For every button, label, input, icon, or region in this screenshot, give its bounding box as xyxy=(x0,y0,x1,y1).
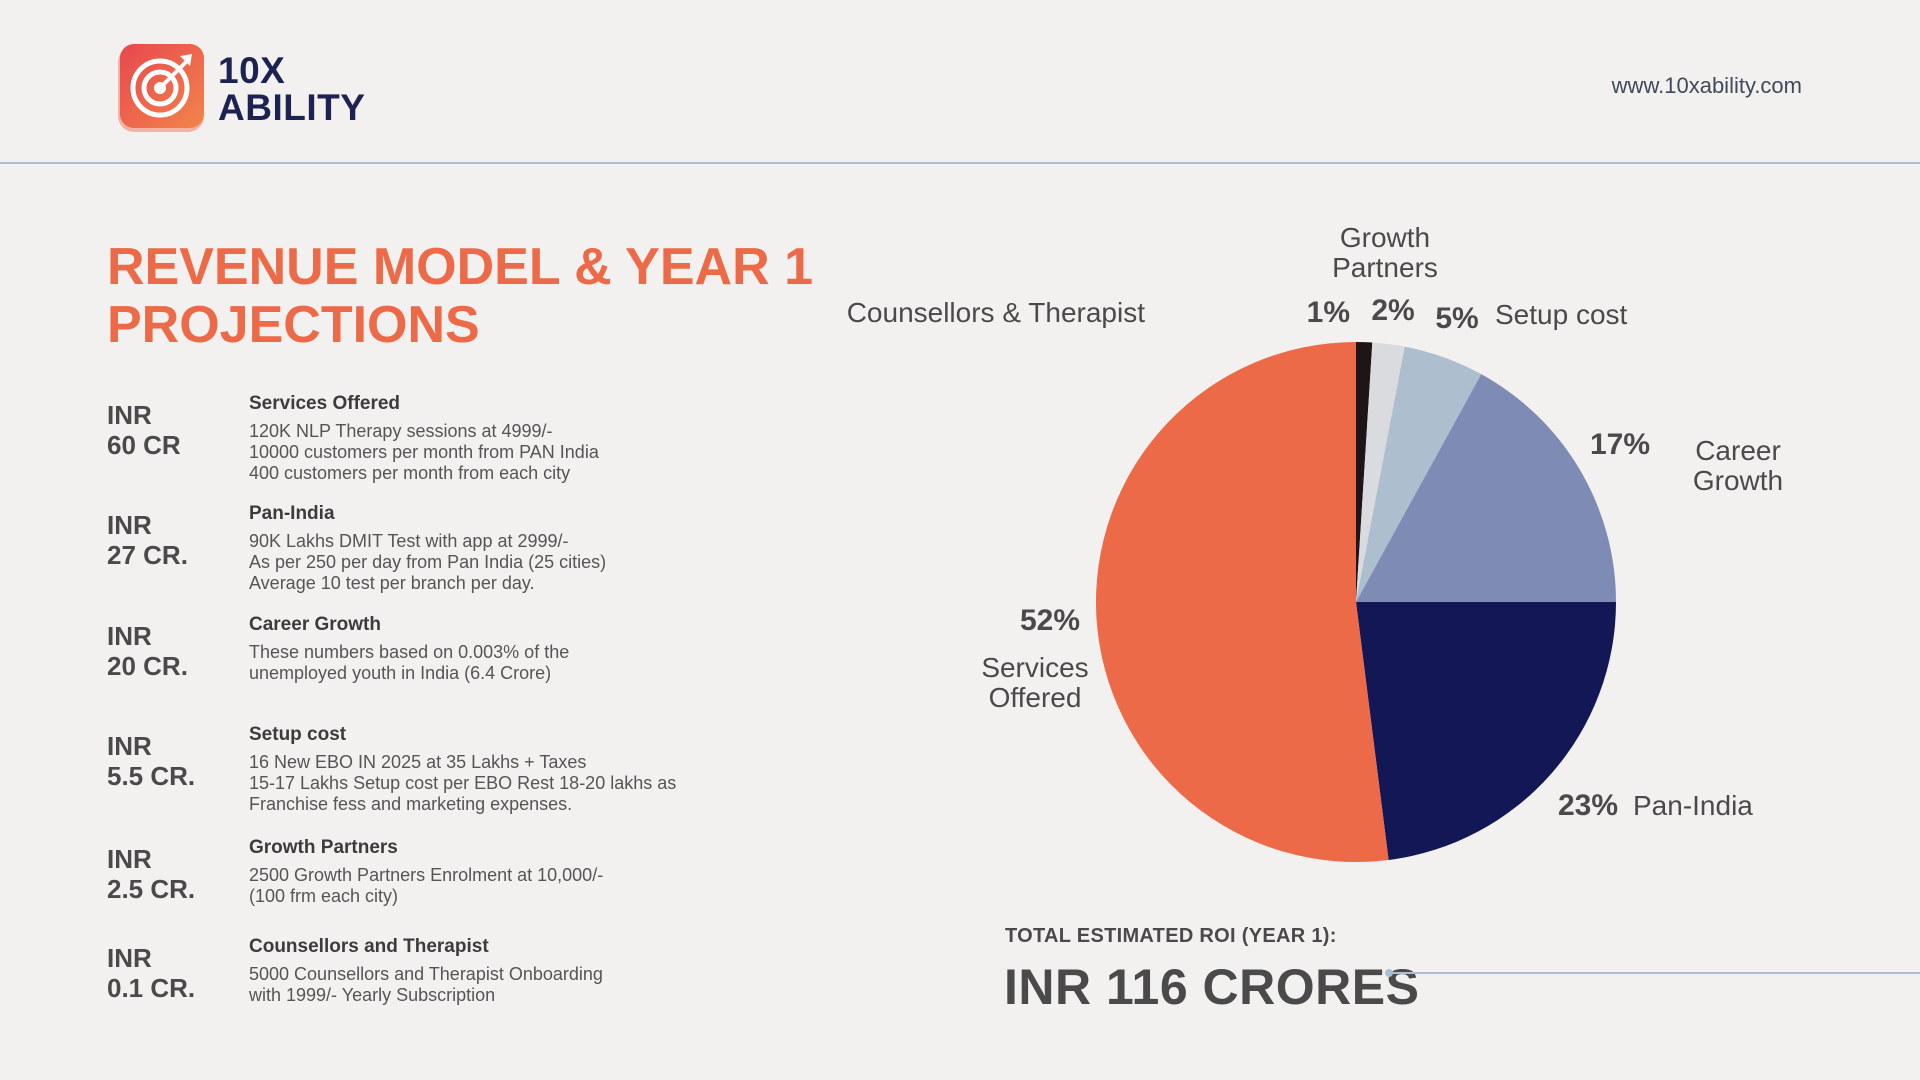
logo-target-icon xyxy=(118,44,204,132)
revenue-amount: INR 5.5 CR. xyxy=(107,731,196,791)
brand-line-1: 10X xyxy=(218,50,286,91)
revenue-amount: INR 2.5 CR. xyxy=(107,844,196,904)
pie-percent-label: 5% xyxy=(1435,302,1478,335)
revenue-description: These numbers based on 0.003% of the unem… xyxy=(249,642,570,683)
pie-slice-services-offered xyxy=(1096,342,1389,862)
pie-category-label: Setup cost xyxy=(1495,299,1628,330)
revenue-category: Career Growth xyxy=(249,614,381,635)
revenue-amount: INR 27 CR. xyxy=(107,510,188,570)
pie-category-label: Partners xyxy=(1332,252,1438,283)
revenue-amount: INR 20 CR. xyxy=(107,621,188,681)
pie-category-label: Counsellors & Therapist xyxy=(847,297,1146,328)
pie-slice-growth-partners xyxy=(1356,342,1405,602)
revenue-description: 16 New EBO IN 2025 at 35 Lakhs + Taxes 15… xyxy=(249,752,677,814)
website-link[interactable]: www.10xability.com xyxy=(1611,73,1802,98)
pie-percent-label: 52% xyxy=(1020,604,1080,637)
pie-category-label: Services xyxy=(981,652,1088,683)
pie-percent-label: 1% xyxy=(1307,296,1350,329)
roi-label: TOTAL ESTIMATED ROI (YEAR 1): xyxy=(1005,925,1337,947)
pie-category-label: Career xyxy=(1695,435,1781,466)
brand-name: 10X ABILITY xyxy=(218,52,365,126)
roi-line xyxy=(1388,972,1920,974)
revenue-category: Counsellors and Therapist xyxy=(249,936,489,957)
roi-value: INR 116 CRORES xyxy=(1004,959,1420,1015)
page-title: REVENUE MODEL & YEAR 1 PROJECTIONS xyxy=(107,238,847,354)
title-line-1: REVENUE MODEL & YEAR 1 xyxy=(107,238,814,296)
pie-slice-setup-cost xyxy=(1356,346,1482,602)
pie-slice-pan-india xyxy=(1356,602,1616,860)
pie-percent-label: 17% xyxy=(1590,428,1650,461)
revenue-category: Services Offered xyxy=(249,393,401,414)
pie-category-label: Growth xyxy=(1340,222,1430,253)
revenue-description: 120K NLP Therapy sessions at 4999/- 10000… xyxy=(249,421,599,483)
revenue-category: Growth Partners xyxy=(249,837,398,858)
revenue-category: Pan-India xyxy=(249,503,335,524)
pie-percent-label: 2% xyxy=(1371,294,1414,327)
header-divider xyxy=(0,162,1920,164)
revenue-description: 90K Lakhs DMIT Test with app at 2999/- As… xyxy=(249,531,607,593)
title-line-2: PROJECTIONS xyxy=(107,296,480,354)
pie-category-label: Pan-India xyxy=(1633,790,1753,821)
pie-category-label: Growth xyxy=(1693,465,1783,496)
revenue-amount: INR 0.1 CR. xyxy=(107,943,196,1003)
revenue-description: 5000 Counsellors and Therapist Onboardin… xyxy=(249,964,603,1005)
pie-slice-counsellors-therapist xyxy=(1356,342,1373,602)
pie-percent-label: 23% xyxy=(1558,789,1618,822)
revenue-category: Setup cost xyxy=(249,724,347,745)
revenue-amount: INR 60 CR xyxy=(107,400,181,460)
pie-slice-career-growth xyxy=(1356,374,1616,602)
brand-line-2: ABILITY xyxy=(218,87,366,128)
revenue-description: 2500 Growth Partners Enrolment at 10,000… xyxy=(249,865,604,906)
pie-category-label: Offered xyxy=(989,682,1082,713)
